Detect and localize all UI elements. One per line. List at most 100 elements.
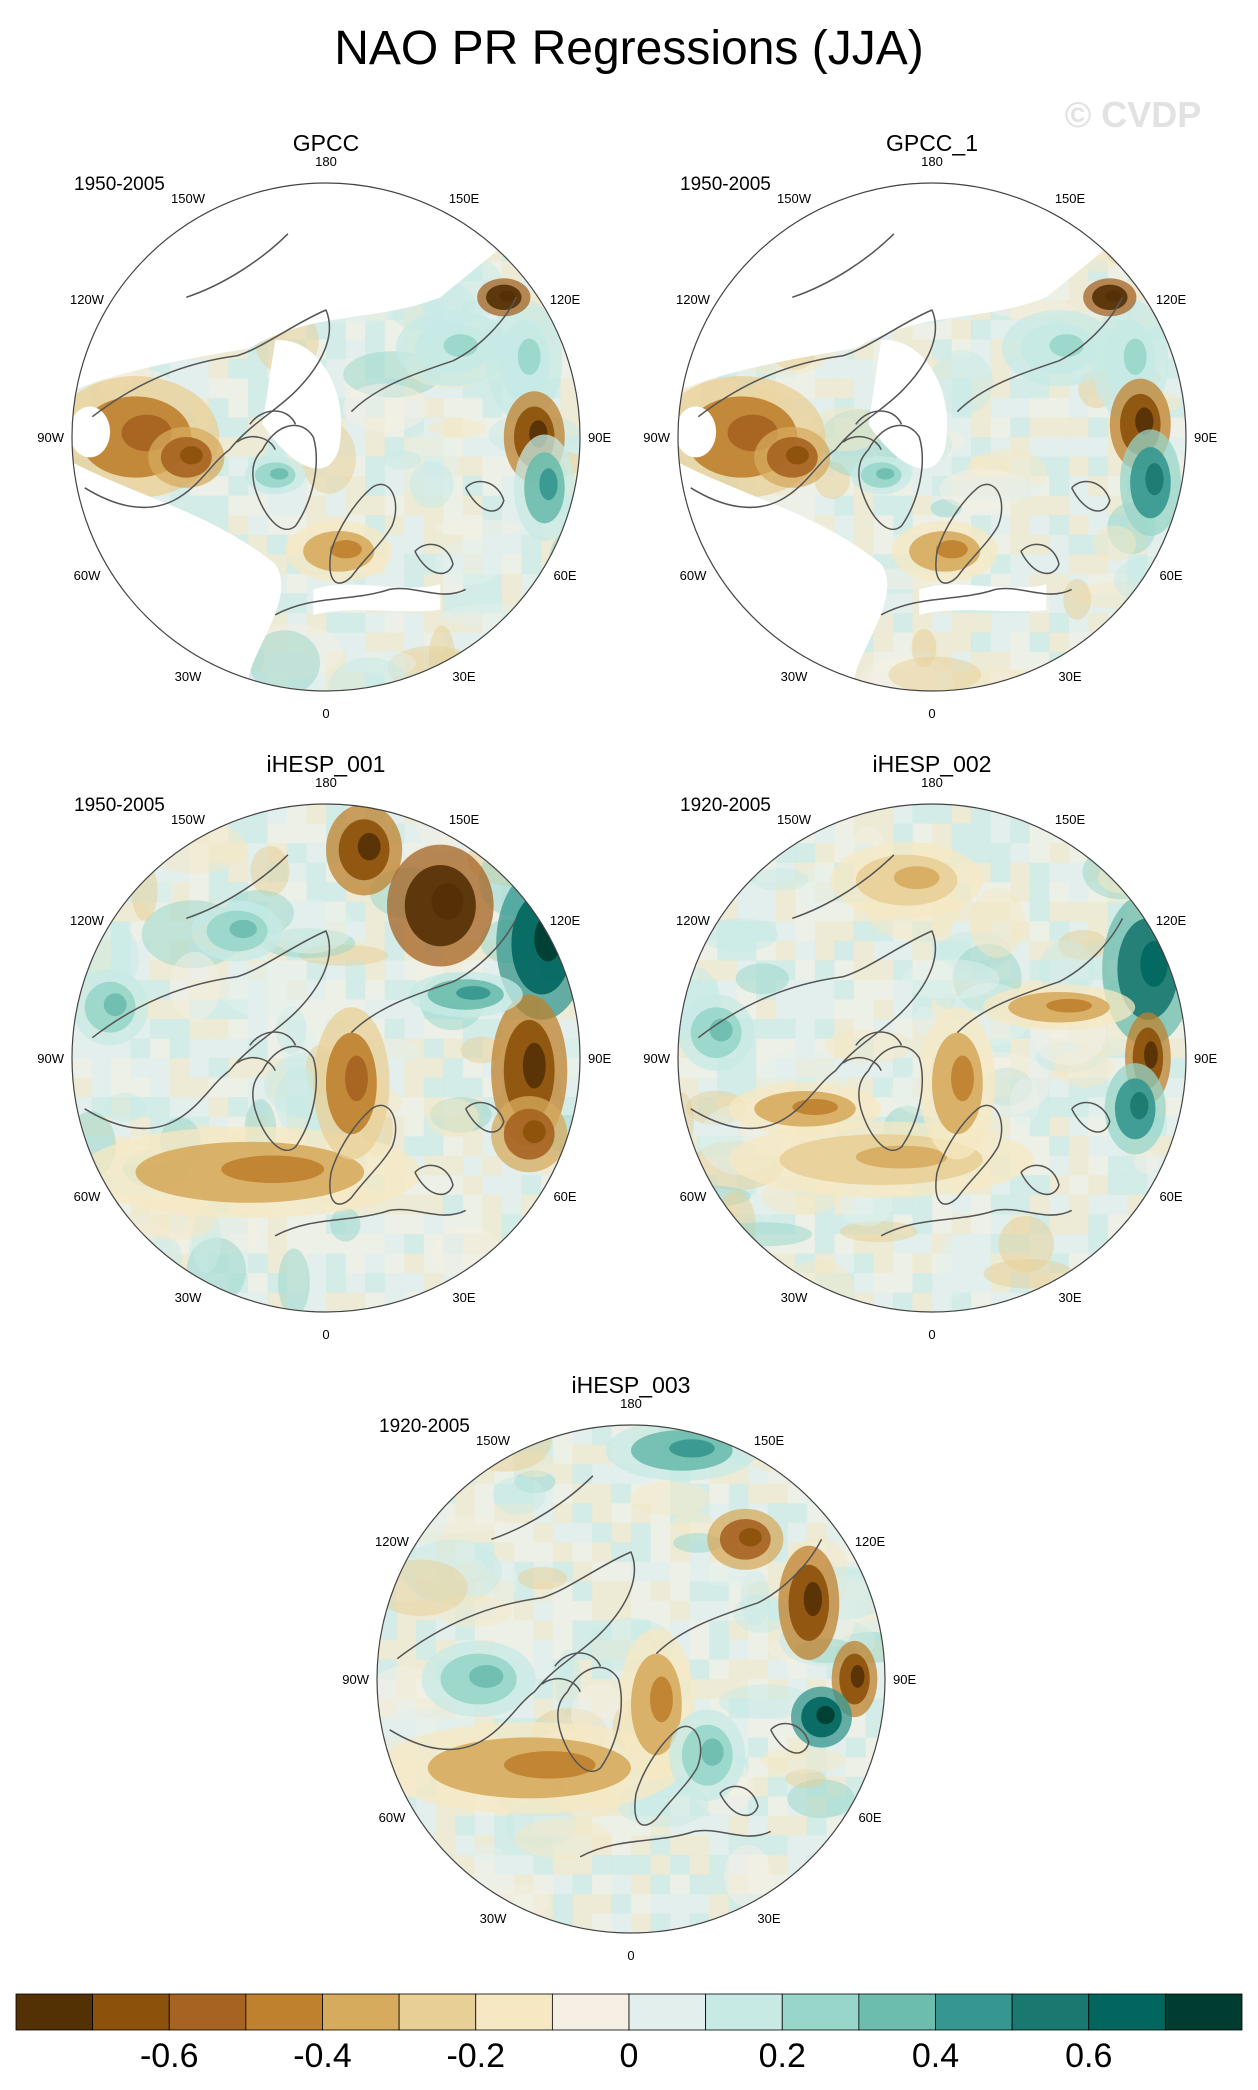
colorbar-swatch: [1011, 1993, 1090, 2031]
lon-label: 30W: [781, 669, 808, 684]
arctic-ocean-mask: [868, 340, 948, 469]
lon-label: 150E: [754, 1433, 785, 1448]
colorbar-swatch: [551, 1993, 630, 2031]
lon-label: 90W: [643, 430, 670, 445]
panel-period: 1950-2005: [680, 174, 771, 195]
colorbar-swatch: [322, 1993, 400, 2031]
colorbar-swatch: [475, 1993, 553, 2031]
lon-label: 150E: [449, 812, 480, 827]
colorbar-swatch: [628, 1993, 707, 2031]
lon-label: 120W: [70, 292, 105, 307]
map-panel-ihesp-003: iHESP_003 1920-2005 180 150E 120E 90E 60E 30E 0 3…: [342, 1372, 916, 1963]
lon-label: 30W: [175, 1290, 202, 1305]
arctic-ocean-mask: [262, 340, 342, 469]
lon-label: 180: [315, 154, 337, 169]
mediterranean-mask: [919, 584, 1047, 615]
lon-label: 180: [620, 1396, 642, 1411]
lon-label: 60E: [1159, 568, 1182, 583]
colorbar-swatch: [168, 1993, 247, 2031]
lon-label: 90W: [37, 1051, 64, 1066]
colorbar-swatch: [1164, 1993, 1243, 2031]
lon-label: 90W: [342, 1672, 369, 1687]
lon-label: 0: [322, 706, 329, 721]
watermark: © CVDP: [1065, 94, 1202, 135]
lon-label: 150W: [171, 812, 206, 827]
colorbar-swatch: [781, 1993, 860, 2031]
lon-label: 90W: [37, 430, 64, 445]
colorbar: -0.6 -0.4 -0.2 0 0.2 0.4 0.6: [15, 1993, 1243, 2075]
colorbar-tick-label: -0.6: [140, 2037, 199, 2075]
panel-period: 1920-2005: [680, 795, 771, 816]
lon-label: 30E: [1058, 1290, 1081, 1305]
map-panels: GPCC 1950-2005 180 150E 120E 90E 60E 30E 0 30W 60W…: [37, 130, 1217, 1963]
precip-field: [377, 1425, 885, 1933]
map-border: [71, 803, 581, 1313]
lon-label: 90E: [1194, 430, 1217, 445]
colorbar-swatch: [935, 1993, 1013, 2031]
colorbar-tick-label: 0: [620, 2037, 639, 2075]
colorbar-swatch: [245, 1993, 323, 2031]
lon-label: 120E: [1156, 913, 1187, 928]
colorbar-tick-label: 0.4: [912, 2037, 959, 2075]
pacific-ocean-mask: [72, 406, 111, 458]
mediterranean-mask: [313, 584, 441, 615]
map-panel-ihesp-001: iHESP_001 1950-2005 180 150E 120E 90E 60E 30E 0 3…: [37, 751, 611, 1342]
panel-title: iHESP_002: [873, 751, 992, 777]
lon-label: 120E: [1156, 292, 1187, 307]
panel-period: 1950-2005: [74, 174, 165, 195]
precip-field: [678, 804, 1186, 1312]
panel-period: 1920-2005: [379, 1416, 470, 1437]
lon-label: 60E: [553, 568, 576, 583]
lon-label: 180: [315, 775, 337, 790]
lon-label: 90E: [1194, 1051, 1217, 1066]
coastlines: [84, 233, 518, 616]
precip-field: [72, 804, 580, 1312]
lon-label: 0: [928, 706, 935, 721]
lon-label: 150E: [449, 191, 480, 206]
lon-label: 120E: [550, 292, 581, 307]
lon-label: 30W: [781, 1290, 808, 1305]
map-panel-ihesp-002: iHESP_002 1920-2005 180 150E 120E 90E 60E 30E 0 3…: [643, 751, 1217, 1342]
map-panel-gpcc: GPCC 1950-2005 180 150E 120E 90E 60E 30E 0 30W 60W…: [37, 130, 611, 721]
lon-label: 60E: [858, 1810, 881, 1825]
colorbar-swatch: [1088, 1993, 1166, 2031]
lon-label: 60E: [1159, 1189, 1182, 1204]
lon-label: 120E: [855, 1534, 886, 1549]
panel-title: GPCC: [293, 130, 359, 156]
ocean-mask-north: [72, 183, 580, 392]
panel-title: iHESP_001: [267, 751, 386, 777]
lon-label: 60E: [553, 1189, 576, 1204]
lon-label: 120W: [70, 913, 105, 928]
lon-label: 90E: [893, 1672, 916, 1687]
ocean-mask-north: [678, 183, 1186, 392]
colorbar-swatch: [15, 1993, 94, 2031]
colorbar-swatch: [705, 1993, 783, 2031]
lon-label: 120W: [676, 292, 711, 307]
lon-label: 60W: [680, 1189, 707, 1204]
panel-title: iHESP_003: [572, 1372, 691, 1398]
figure-title: NAO PR Regressions (JJA): [334, 22, 923, 75]
lon-label: 90E: [588, 1051, 611, 1066]
lon-label: 120W: [375, 1534, 410, 1549]
lon-label: 90W: [643, 1051, 670, 1066]
map-border: [376, 1424, 886, 1934]
map-border: [71, 182, 581, 692]
lon-label: 150E: [1055, 191, 1086, 206]
colorbar-tick-label: -0.2: [446, 2037, 505, 2075]
lon-label: 120W: [676, 913, 711, 928]
lon-label: 150W: [476, 1433, 511, 1448]
lon-label: 30E: [757, 1911, 780, 1926]
lon-label: 180: [921, 775, 943, 790]
map-border: [677, 182, 1187, 692]
lon-label: 150E: [1055, 812, 1086, 827]
lon-label: 180: [921, 154, 943, 169]
lon-label: 0: [627, 1948, 634, 1963]
lon-label: 0: [322, 1327, 329, 1342]
lon-label: 60W: [74, 1189, 101, 1204]
lon-label: 150W: [777, 191, 812, 206]
map-border: [677, 803, 1187, 1313]
lon-label: 0: [928, 1327, 935, 1342]
precip-field: [72, 183, 580, 691]
coastlines: [690, 854, 1124, 1237]
